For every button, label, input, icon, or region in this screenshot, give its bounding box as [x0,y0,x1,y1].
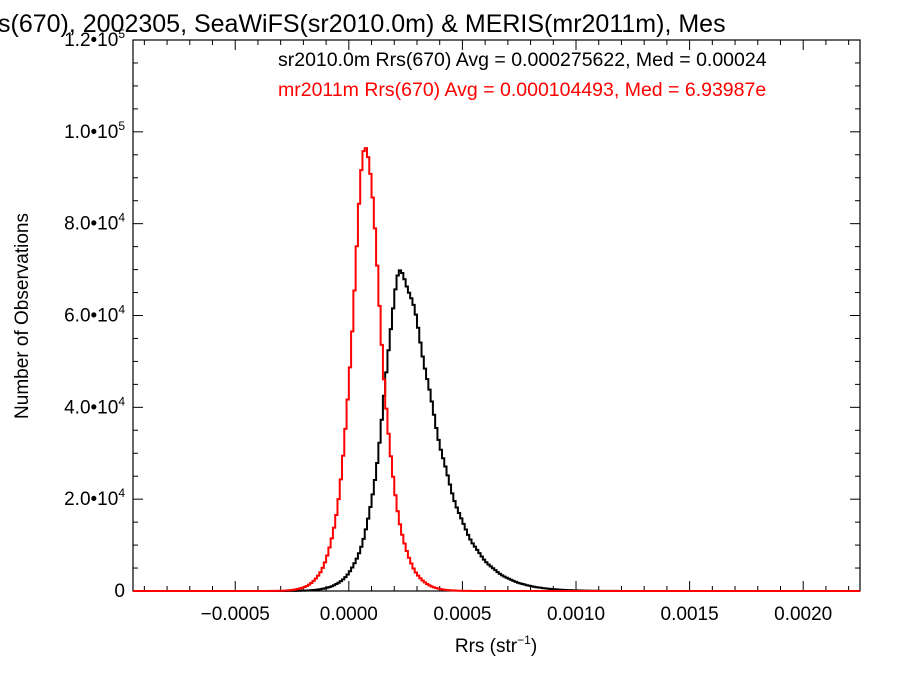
y-tick-label: 1.0•105 [64,119,125,143]
y-axis-label: Number of Observations [12,213,33,419]
chart-title: s(670), 2002305, SeaWiFS(sr2010.0m) & ME… [0,10,726,38]
x-tick-label: −0.0005 [201,604,270,625]
y-tick-label: 8.0•104 [64,211,125,235]
y-tick-label: 2.0•104 [64,486,125,510]
x-tick-label: 0.0000 [320,604,378,625]
annotation-sr2010: sr2010.0m Rrs(670) Avg = 0.000275622, Me… [278,49,767,71]
x-tick-label: 0.0015 [661,604,719,625]
annotation-mr2011: mr2011m Rrs(670) Avg = 0.000104493, Med … [278,79,766,101]
series-layer [133,147,860,592]
x-axis: −0.0005 0.0000 0.0005 0.0010 0.0015 0.0020 [143,40,850,625]
y-axis: 0 2.0•104 4.0•104 6.0•104 8.0•104 1.0•105 1.2•… [64,27,860,602]
series-line [133,269,860,592]
x-tick-label: 0.0010 [547,604,605,625]
y-tick-label: 0 [114,581,125,602]
plot-frame [132,39,861,592]
series-line [133,147,860,592]
y-tick-label: 6.0•104 [64,303,125,327]
x-tick-label: 0.0005 [433,604,491,625]
y-tick-label: 4.0•104 [64,394,125,418]
x-axis-label: Rrs (str−1) [455,633,537,657]
y-tick-label: 1.2•105 [64,27,125,51]
x-tick-label: 0.0020 [774,604,832,625]
